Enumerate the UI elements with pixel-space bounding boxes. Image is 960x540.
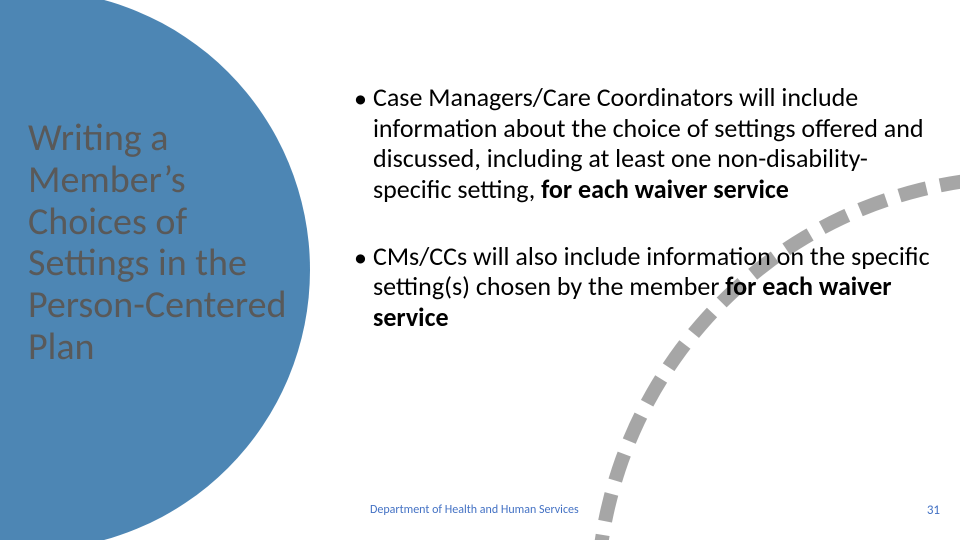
bullet-dot-icon: • [354, 241, 367, 273]
bullet-text: Case Managers/Care Coordinators will inc… [373, 82, 936, 205]
bullet-item: • Case Managers/Care Coordinators will i… [336, 82, 936, 205]
slide-title: Writing a Member’s Choices of Settings i… [28, 118, 298, 369]
bullet-text-bold: for each waiver service [541, 173, 789, 205]
footer-text: Department of Health and Human Services [370, 503, 579, 517]
title-text: Writing a Member’s Choices of Settings i… [28, 115, 287, 370]
slide: { "title": "Writing a Member’s Choices o… [0, 0, 960, 540]
body-content: • Case Managers/Care Coordinators will i… [336, 82, 936, 333]
page-number: 31 [927, 503, 940, 518]
bullet-item: • CMs/CCs will also include information … [336, 241, 936, 333]
bullet-dot-icon: • [354, 82, 367, 114]
bullet-text: CMs/CCs will also include information on… [373, 241, 936, 333]
